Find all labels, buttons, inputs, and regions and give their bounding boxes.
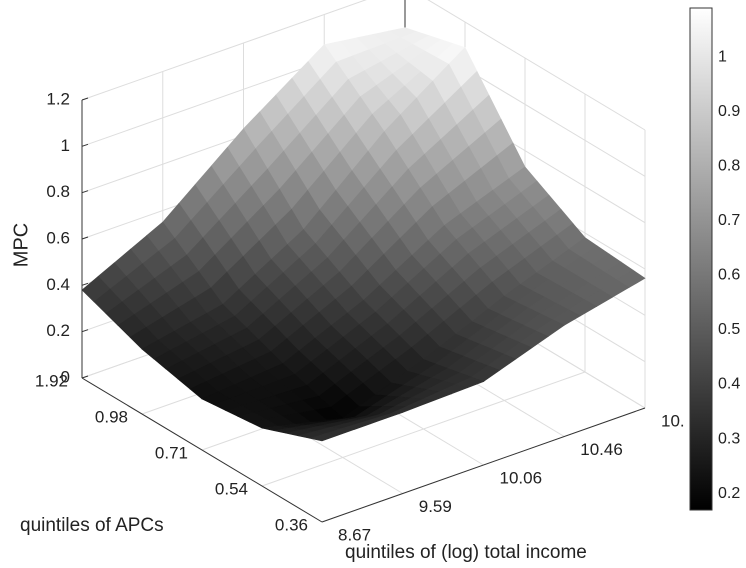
grid-line — [261, 371, 586, 487]
z-axis-title: MPC — [10, 223, 32, 267]
y-tick-label: 0.71 — [155, 443, 188, 462]
x-tick-label: 10.06 — [500, 468, 543, 487]
colorbar-tick-label: 0.3 — [718, 430, 740, 447]
z-tick — [81, 329, 89, 333]
axis-line — [321, 407, 646, 523]
colorbar-tick-label: 0.9 — [718, 103, 740, 120]
x-axis-title: quintiles of (log) total income — [345, 542, 587, 563]
colorbar — [689, 7, 713, 511]
z-tick — [81, 375, 89, 379]
z-tick-label: 0.2 — [46, 321, 70, 340]
z-tick-label: 0 — [61, 367, 70, 386]
z-tick-label: 1.2 — [46, 89, 70, 108]
y-axis-title: quintiles of APCs — [20, 515, 164, 536]
surface-patch — [308, 433, 339, 442]
z-tick-label: 0.6 — [46, 228, 70, 247]
colorbar-tick-label: 0.6 — [718, 267, 740, 284]
z-tick-label: 0.8 — [46, 182, 70, 201]
y-tick-label: 0.54 — [215, 479, 248, 498]
z-tick — [81, 190, 89, 194]
axis-line — [81, 377, 323, 523]
x-tick-label: 9.59 — [419, 497, 452, 516]
colorbar-tick-label: 0.2 — [718, 485, 740, 502]
y-tick-label: 0.98 — [95, 407, 128, 426]
z-tick — [81, 236, 89, 240]
x-tick-label: 10.46 — [580, 440, 623, 459]
z-tick — [81, 282, 89, 286]
z-tick — [81, 97, 89, 101]
z-tick — [81, 143, 89, 147]
colorbar-tick-label: 0.5 — [718, 321, 740, 338]
x-tick-label: 8.67 — [338, 525, 371, 544]
colorbar-tick-label: 0.7 — [718, 212, 740, 229]
colorbar-tick-label: 0.8 — [718, 157, 740, 174]
x-tick-label: 10. — [661, 411, 685, 430]
colorbar-tick-label: 0.4 — [718, 376, 740, 393]
y-tick-label: 0.36 — [275, 515, 308, 534]
z-tick-label: 0.4 — [46, 275, 70, 294]
colorbar-tick-label: 1 — [718, 48, 727, 65]
y-tick-label: 1.92 — [35, 371, 68, 390]
z-tick-label: 1 — [61, 136, 70, 155]
